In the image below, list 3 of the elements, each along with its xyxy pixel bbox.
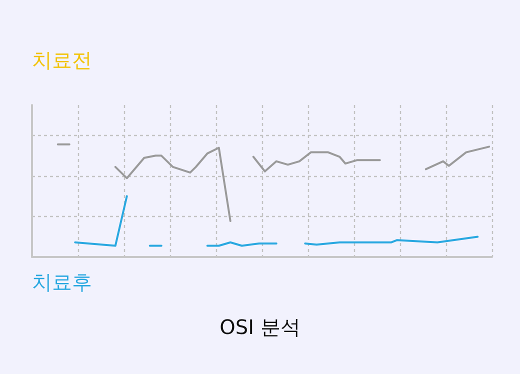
text: 치료전 xyxy=(32,48,92,72)
text: OSI 분석 xyxy=(220,315,300,339)
text: 치료후 xyxy=(32,270,92,294)
